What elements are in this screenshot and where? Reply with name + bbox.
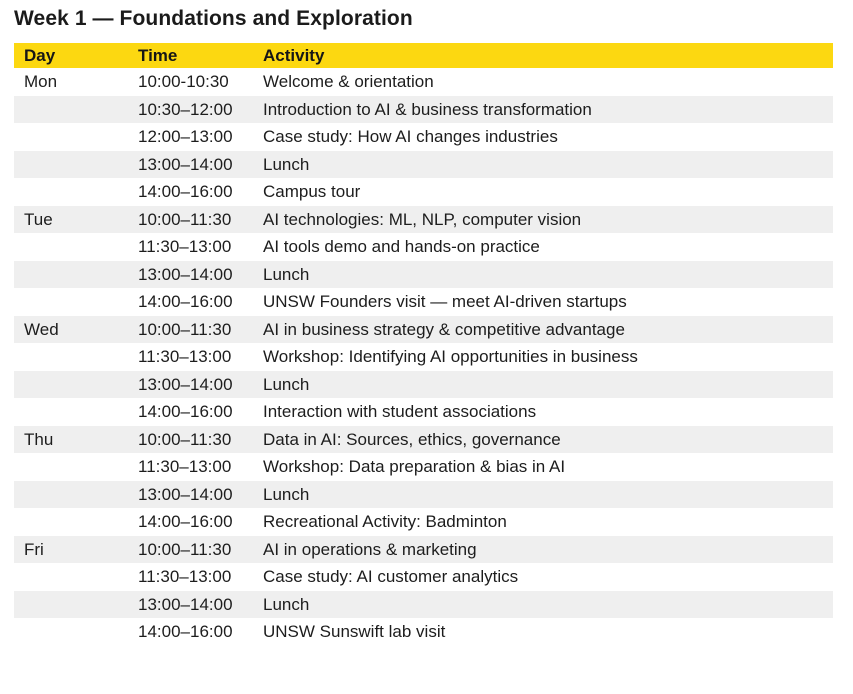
activity-cell: UNSW Founders visit — meet AI-driven sta…: [263, 292, 627, 311]
time-cell: 10:30–12:00: [128, 95, 253, 123]
activity-cell: Workshop: Identifying AI opportunities i…: [263, 347, 638, 366]
day-cell: Mon: [24, 72, 58, 91]
time-cell: 11:30–13:00: [138, 457, 232, 476]
time-cell: 14:00–16:00: [138, 292, 233, 311]
day-cell: [14, 178, 128, 206]
day-cell: [14, 233, 128, 261]
table-row: Tue 10:00–11:30 AI technologies: ML, NLP, …: [14, 205, 833, 233]
time-cell: 13:00–14:00: [128, 480, 253, 508]
table-row: 11:30–13:00 Workshop: Data preparation & …: [14, 453, 833, 481]
activity-cell: Welcome & orientation: [263, 72, 434, 91]
activity-cell: AI tools demo and hands-on practice: [263, 237, 540, 256]
time-cell: 11:30–13:00: [138, 347, 232, 366]
schedule-table: Day Time Activity Mon 10:00-10:30 Welcome …: [14, 43, 833, 646]
time-cell: 10:00–11:30: [128, 315, 253, 343]
time-cell: 10:00-10:30: [138, 72, 229, 91]
table-row: Mon 10:00-10:30 Welcome & orientation: [14, 68, 833, 96]
time-cell: 13:00–14:00: [128, 590, 253, 618]
table-row: 13:00–14:00 Lunch: [14, 370, 833, 398]
time-cell: 10:00–11:30: [128, 535, 253, 563]
day-cell: [14, 618, 128, 646]
col-header-activity: Activity: [253, 43, 833, 68]
day-cell: Tue: [14, 205, 128, 233]
day-cell: Wed: [14, 315, 128, 343]
day-cell: Thu: [14, 425, 128, 453]
day-cell: Fri: [14, 535, 128, 563]
table-row: 14:00–16:00 Recreational Activity: Badmin…: [14, 508, 833, 536]
document-page: Week 1 — Foundations and Exploration Day…: [14, 7, 833, 646]
time-cell: 12:00–13:00: [138, 127, 233, 146]
table-row: 14:00–16:00 Interaction with student asso…: [14, 398, 833, 426]
day-cell: [14, 563, 128, 591]
day-cell: [14, 590, 128, 618]
activity-cell: Lunch: [253, 150, 833, 178]
time-cell: 14:00–16:00: [138, 402, 233, 421]
table-row: 13:00–14:00 Lunch: [14, 260, 833, 288]
table-body: Mon 10:00-10:30 Welcome & orientation 10:30…: [14, 68, 833, 646]
time-cell: 13:00–14:00: [128, 150, 253, 178]
time-cell: 11:30–13:00: [138, 567, 232, 586]
table-row: 14:00–16:00 UNSW Founders visit — meet AI…: [14, 288, 833, 316]
table-header-row: Day Time Activity: [14, 43, 833, 68]
table-row: 14:00–16:00 UNSW Sunswift lab visit: [14, 618, 833, 646]
time-cell: 10:00–11:30: [128, 425, 253, 453]
day-cell: [14, 95, 128, 123]
activity-cell: AI technologies: ML, NLP, computer visio…: [253, 205, 833, 233]
activity-cell: Case study: AI customer analytics: [263, 567, 519, 586]
table-row: 13:00–14:00 Lunch: [14, 590, 833, 618]
page-title: Week 1 — Foundations and Exploration: [14, 7, 413, 30]
time-cell: 14:00–16:00: [138, 182, 233, 201]
day-cell: [14, 370, 128, 398]
table-row: 14:00–16:00 Campus tour: [14, 178, 833, 206]
day-cell: [14, 123, 128, 151]
col-header-time: Time: [128, 43, 253, 68]
time-cell: 14:00–16:00: [138, 622, 233, 641]
col-header-day: Day: [14, 43, 128, 68]
time-cell: 13:00–14:00: [128, 260, 253, 288]
table-row: 10:30–12:00 Introduction to AI & business…: [14, 95, 833, 123]
activity-cell: Lunch: [253, 480, 833, 508]
activity-cell: Case study: How AI changes industries: [263, 127, 558, 146]
day-cell: [14, 343, 128, 371]
activity-cell: Lunch: [253, 590, 833, 618]
table-row: Thu 10:00–11:30 Data in AI: Sources, ethic…: [14, 425, 833, 453]
table-row: Fri 10:00–11:30 AI in operations & marketi…: [14, 535, 833, 563]
table-row: Wed 10:00–11:30 AI in business strategy & …: [14, 315, 833, 343]
day-cell: [14, 480, 128, 508]
time-cell: 14:00–16:00: [138, 512, 233, 531]
table-row: 11:30–13:00 Workshop: Identifying AI oppo…: [14, 343, 833, 371]
activity-cell: AI in business strategy & competitive ad…: [253, 315, 833, 343]
table-row: 11:30–13:00 Case study: AI customer analy…: [14, 563, 833, 591]
activity-cell: Campus tour: [263, 182, 361, 201]
time-cell: 13:00–14:00: [128, 370, 253, 398]
activity-cell: Data in AI: Sources, ethics, governance: [253, 425, 833, 453]
activity-cell: Interaction with student associations: [263, 402, 537, 421]
table-row: 13:00–14:00 Lunch: [14, 480, 833, 508]
day-cell: [14, 398, 128, 426]
activity-cell: UNSW Sunswift lab visit: [263, 622, 446, 641]
activity-cell: Workshop: Data preparation & bias in AI: [263, 457, 566, 476]
day-cell: [14, 150, 128, 178]
time-cell: 11:30–13:00: [138, 237, 232, 256]
activity-cell: AI in operations & marketing: [253, 535, 833, 563]
table-row: 11:30–13:00 AI tools demo and hands-on pr…: [14, 233, 833, 261]
activity-cell: Lunch: [253, 370, 833, 398]
day-cell: [14, 288, 128, 316]
day-cell: [14, 453, 128, 481]
day-cell: [14, 508, 128, 536]
time-cell: 10:00–11:30: [128, 205, 253, 233]
activity-cell: Introduction to AI & business transforma…: [253, 95, 833, 123]
table-row: 13:00–14:00 Lunch: [14, 150, 833, 178]
activity-cell: Lunch: [253, 260, 833, 288]
activity-cell: Recreational Activity: Badminton: [263, 512, 507, 531]
table-row: 12:00–13:00 Case study: How AI changes in…: [14, 123, 833, 151]
day-cell: [14, 260, 128, 288]
